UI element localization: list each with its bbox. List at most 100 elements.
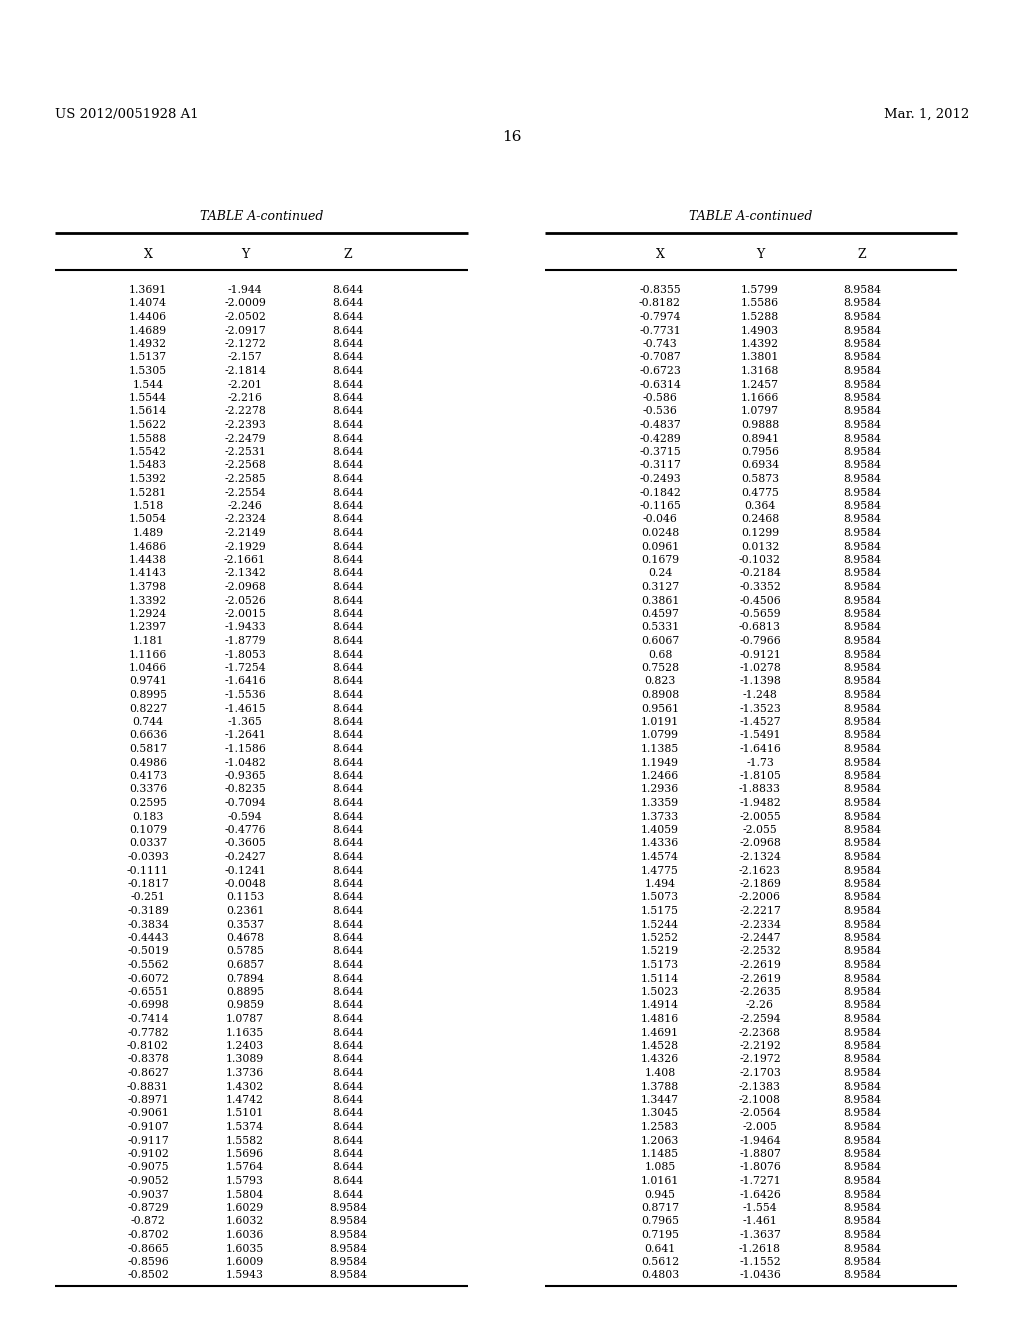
Text: -1.1552: -1.1552: [739, 1257, 781, 1267]
Text: -0.1241: -0.1241: [224, 866, 266, 875]
Text: -1.461: -1.461: [742, 1217, 777, 1226]
Text: -0.3605: -0.3605: [224, 838, 266, 849]
Text: -1.0436: -1.0436: [739, 1270, 781, 1280]
Text: Z: Z: [344, 248, 352, 261]
Text: 8.9584: 8.9584: [843, 541, 881, 552]
Text: -0.4289: -0.4289: [639, 433, 681, 444]
Text: 0.5873: 0.5873: [741, 474, 779, 484]
Text: 8.9584: 8.9584: [843, 595, 881, 606]
Text: 1.5173: 1.5173: [641, 960, 679, 970]
Text: 8.644: 8.644: [333, 851, 364, 862]
Text: 8.644: 8.644: [333, 326, 364, 335]
Text: -0.5019: -0.5019: [127, 946, 169, 957]
Text: 0.744: 0.744: [132, 717, 164, 727]
Text: 1.1635: 1.1635: [226, 1027, 264, 1038]
Text: -0.8971: -0.8971: [127, 1096, 169, 1105]
Text: 8.644: 8.644: [333, 487, 364, 498]
Text: 8.644: 8.644: [333, 744, 364, 754]
Text: 8.644: 8.644: [333, 946, 364, 957]
Text: -2.2278: -2.2278: [224, 407, 266, 417]
Text: 8.9584: 8.9584: [843, 812, 881, 821]
Text: 8.644: 8.644: [333, 838, 364, 849]
Text: -2.0055: -2.0055: [739, 812, 781, 821]
Text: -2.055: -2.055: [742, 825, 777, 836]
Text: 8.9584: 8.9584: [843, 1189, 881, 1200]
Text: -1.7254: -1.7254: [224, 663, 266, 673]
Text: -0.3834: -0.3834: [127, 920, 169, 929]
Text: 1.181: 1.181: [132, 636, 164, 645]
Text: 8.9584: 8.9584: [843, 1203, 881, 1213]
Text: 1.4932: 1.4932: [129, 339, 167, 348]
Text: 0.4678: 0.4678: [226, 933, 264, 942]
Text: -0.7094: -0.7094: [224, 799, 266, 808]
Text: 8.644: 8.644: [333, 623, 364, 632]
Text: 0.5817: 0.5817: [129, 744, 167, 754]
Text: 0.8995: 0.8995: [129, 690, 167, 700]
Text: 0.6934: 0.6934: [741, 461, 779, 470]
Text: -0.2184: -0.2184: [739, 569, 781, 578]
Text: 0.6857: 0.6857: [226, 960, 264, 970]
Text: -0.9102: -0.9102: [127, 1148, 169, 1159]
Text: 1.5793: 1.5793: [226, 1176, 264, 1185]
Text: 8.644: 8.644: [333, 1148, 364, 1159]
Text: 8.644: 8.644: [333, 974, 364, 983]
Text: 8.9584: 8.9584: [843, 892, 881, 903]
Text: 8.644: 8.644: [333, 1068, 364, 1078]
Text: -1.8105: -1.8105: [739, 771, 781, 781]
Text: 8.9584: 8.9584: [843, 690, 881, 700]
Text: 8.9584: 8.9584: [843, 920, 881, 929]
Text: 1.5544: 1.5544: [129, 393, 167, 403]
Text: 0.364: 0.364: [744, 502, 775, 511]
Text: 1.4775: 1.4775: [641, 866, 679, 875]
Text: 1.4336: 1.4336: [641, 838, 679, 849]
Text: 8.9584: 8.9584: [843, 946, 881, 957]
Text: 8.644: 8.644: [333, 799, 364, 808]
Text: 1.1166: 1.1166: [129, 649, 167, 660]
Text: -2.1703: -2.1703: [739, 1068, 781, 1078]
Text: -0.9121: -0.9121: [739, 649, 781, 660]
Text: 1.5023: 1.5023: [641, 987, 679, 997]
Text: 8.9584: 8.9584: [843, 312, 881, 322]
Text: 8.644: 8.644: [333, 758, 364, 767]
Text: 1.5244: 1.5244: [641, 920, 679, 929]
Text: 1.5288: 1.5288: [741, 312, 779, 322]
Text: 8.9584: 8.9584: [843, 1257, 881, 1267]
Text: -0.6072: -0.6072: [127, 974, 169, 983]
Text: 8.644: 8.644: [333, 554, 364, 565]
Text: 8.9584: 8.9584: [843, 1230, 881, 1239]
Text: 8.9584: 8.9584: [843, 1096, 881, 1105]
Text: 0.5612: 0.5612: [641, 1257, 679, 1267]
Text: -1.944: -1.944: [227, 285, 262, 294]
Text: 8.644: 8.644: [333, 1189, 364, 1200]
Text: 8.644: 8.644: [333, 1055, 364, 1064]
Text: -1.2641: -1.2641: [224, 730, 266, 741]
Text: 8.9584: 8.9584: [843, 933, 881, 942]
Text: -0.8596: -0.8596: [127, 1257, 169, 1267]
Text: -0.046: -0.046: [643, 515, 678, 524]
Text: -0.9365: -0.9365: [224, 771, 266, 781]
Text: -0.6813: -0.6813: [739, 623, 781, 632]
Text: 8.9584: 8.9584: [329, 1243, 367, 1254]
Text: -0.594: -0.594: [227, 812, 262, 821]
Text: 8.644: 8.644: [333, 771, 364, 781]
Text: -2.26: -2.26: [746, 1001, 774, 1011]
Text: -0.743: -0.743: [643, 339, 677, 348]
Text: 8.9584: 8.9584: [843, 1270, 881, 1280]
Text: 8.644: 8.644: [333, 676, 364, 686]
Text: -0.3117: -0.3117: [639, 461, 681, 470]
Text: -0.251: -0.251: [131, 892, 166, 903]
Text: 1.4816: 1.4816: [641, 1014, 679, 1024]
Text: 0.6636: 0.6636: [129, 730, 167, 741]
Text: 1.5764: 1.5764: [226, 1163, 264, 1172]
Text: 8.644: 8.644: [333, 407, 364, 417]
Text: 8.9584: 8.9584: [843, 1001, 881, 1011]
Text: -0.8235: -0.8235: [224, 784, 266, 795]
Text: -1.73: -1.73: [746, 758, 774, 767]
Text: 1.3788: 1.3788: [641, 1081, 679, 1092]
Text: 8.9584: 8.9584: [843, 433, 881, 444]
Text: -2.1342: -2.1342: [224, 569, 266, 578]
Text: 8.9584: 8.9584: [843, 717, 881, 727]
Text: 8.9584: 8.9584: [843, 1109, 881, 1118]
Text: 0.4986: 0.4986: [129, 758, 167, 767]
Text: 8.9584: 8.9584: [843, 704, 881, 714]
